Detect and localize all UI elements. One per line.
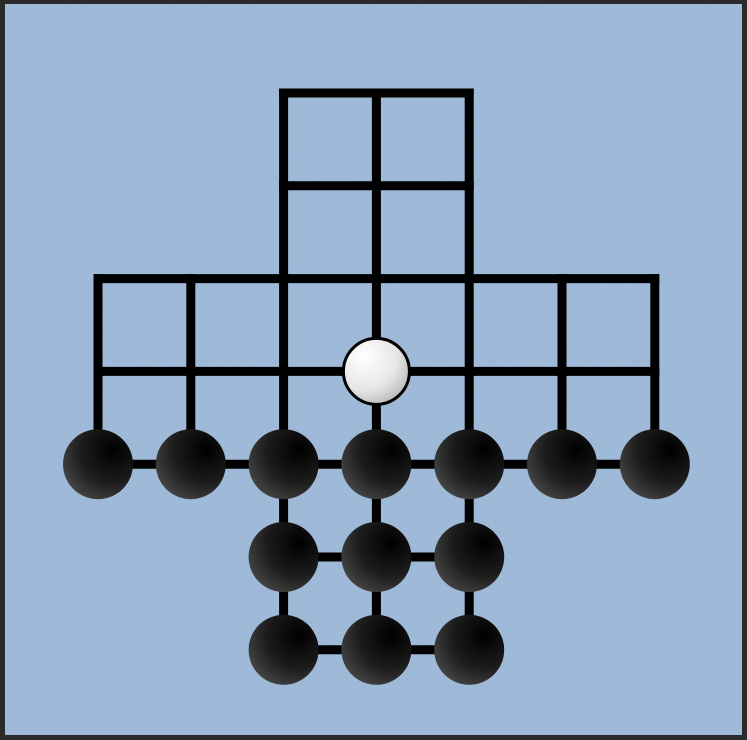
board-point[interactable]: [449, 73, 489, 113]
black-piece[interactable]: [434, 614, 505, 685]
board-point[interactable]: [449, 259, 489, 299]
board-point[interactable]: [171, 259, 211, 299]
board-point[interactable]: [78, 259, 118, 299]
black-piece[interactable]: [527, 429, 597, 500]
board-point[interactable]: [635, 351, 675, 391]
board-point[interactable]: [264, 351, 304, 391]
black-piece[interactable]: [619, 429, 690, 500]
board-point[interactable]: [356, 166, 396, 206]
black-piece[interactable]: [63, 429, 133, 500]
board-point[interactable]: [264, 259, 304, 299]
board-point[interactable]: [78, 351, 118, 391]
black-piece[interactable]: [155, 429, 226, 500]
board-point[interactable]: [356, 259, 396, 299]
black-piece[interactable]: [248, 429, 319, 500]
board-point[interactable]: [264, 73, 304, 113]
board-point[interactable]: [635, 259, 675, 299]
black-piece[interactable]: [434, 429, 505, 500]
board-point[interactable]: [171, 351, 211, 391]
board-point[interactable]: [264, 166, 304, 206]
black-piece[interactable]: [341, 522, 412, 592]
board-point[interactable]: [449, 351, 489, 391]
black-piece[interactable]: [248, 614, 319, 685]
black-piece[interactable]: [434, 522, 505, 592]
game-pieces: [63, 336, 690, 685]
board-point[interactable]: [449, 166, 489, 206]
board-point[interactable]: [356, 73, 396, 113]
white-piece[interactable]: [341, 336, 411, 406]
black-piece[interactable]: [341, 614, 412, 685]
board-point[interactable]: [542, 351, 582, 391]
board-canvas: [5, 4, 742, 735]
black-piece[interactable]: [341, 429, 412, 500]
game-board[interactable]: [5, 4, 742, 735]
board-point[interactable]: [542, 259, 582, 299]
black-piece[interactable]: [248, 522, 319, 592]
